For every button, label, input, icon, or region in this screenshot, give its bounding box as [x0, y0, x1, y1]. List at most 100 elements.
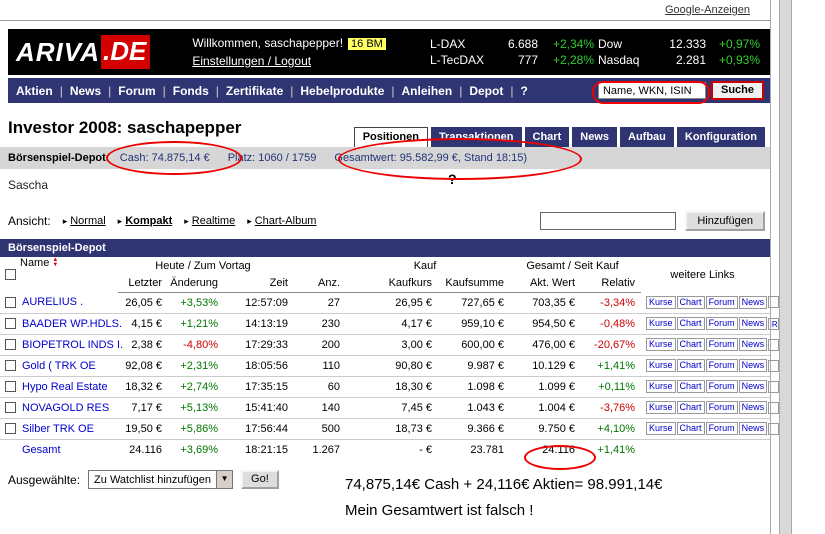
view-option-kompakt[interactable]: Kompakt	[118, 215, 172, 227]
add-button[interactable]: Hinzufügen	[685, 211, 765, 231]
add-security-input[interactable]	[540, 212, 677, 230]
row-checkbox[interactable]	[4, 381, 16, 393]
settings-link[interactable]: Einstellungen	[192, 53, 265, 68]
chart-button[interactable]: Chart	[676, 338, 705, 351]
news-button[interactable]: News	[738, 359, 768, 372]
ariva-logo[interactable]: ARIVA .DE	[16, 35, 151, 69]
rank-value[interactable]: Platz: 1060 / 1759	[227, 152, 317, 164]
extra-link-icon[interactable]	[768, 401, 780, 414]
tab-konfiguration[interactable]: Konfiguration	[676, 127, 765, 147]
forum-button[interactable]: Forum	[705, 401, 738, 414]
nav-item-anleihen[interactable]: Anleihen	[384, 84, 453, 98]
chart-button[interactable]: Chart	[676, 317, 705, 330]
index-ltecdax-link[interactable]: L-TecDAX	[430, 53, 485, 67]
nav-item-help[interactable]: ?	[503, 84, 527, 98]
security-link[interactable]: Gold ( TRK OE	[22, 359, 96, 372]
go-button[interactable]: Go!	[241, 470, 279, 489]
search-button[interactable]: Suche	[710, 81, 764, 100]
index-nasdaq-link[interactable]: Nasdaq	[598, 53, 640, 67]
kurse-button[interactable]: Kurse	[646, 380, 676, 393]
nav-item-hebelprodukte[interactable]: Hebelprodukte	[283, 84, 384, 98]
chart-button[interactable]: Chart	[676, 401, 705, 414]
news-button[interactable]: News	[738, 422, 768, 435]
column-header-relativ[interactable]: Relativ	[581, 275, 642, 293]
forum-button[interactable]: Forum	[705, 295, 738, 309]
forum-button[interactable]: Forum	[705, 317, 738, 330]
logout-link[interactable]: Logout	[264, 54, 311, 68]
chart-button[interactable]: Chart	[676, 295, 705, 309]
kurse-button[interactable]: Kurse	[646, 317, 676, 330]
row-checkbox[interactable]	[4, 360, 16, 372]
total-label[interactable]: Gesamt	[22, 443, 61, 456]
view-option-chart-album[interactable]: Chart-Album	[247, 215, 317, 227]
news-button[interactable]: News	[738, 401, 768, 414]
news-button[interactable]: News	[738, 338, 768, 351]
extra-link-icon[interactable]	[768, 380, 780, 393]
forum-button[interactable]: Forum	[705, 380, 738, 393]
kurse-button[interactable]: Kurse	[646, 359, 676, 372]
chart-button[interactable]: Chart	[676, 422, 705, 435]
extra-link-icon[interactable]	[768, 422, 780, 435]
nav-item-zertifikate[interactable]: Zertifikate	[209, 84, 283, 98]
extra-link-icon[interactable]	[768, 296, 780, 309]
security-link[interactable]: Hypo Real Estate	[22, 380, 108, 393]
watchlist-select[interactable]: Zu Watchlist hinzufügen	[88, 470, 234, 489]
column-header-zeit[interactable]: Zeit	[224, 275, 294, 293]
column-header-letzter[interactable]: Letzter	[118, 275, 168, 293]
chart-button[interactable]: Chart	[676, 359, 705, 372]
nav-item-forum[interactable]: Forum	[101, 84, 155, 98]
table-row: Gold ( TRK OE 92,08 € +2,31% 18:05:56 11…	[0, 355, 780, 377]
view-option-normal[interactable]: Normal	[63, 215, 105, 227]
security-link[interactable]: AURELIUS .	[22, 296, 84, 309]
tab-news[interactable]: News	[572, 127, 617, 147]
chart-button[interactable]: Chart	[676, 380, 705, 393]
row-checkbox[interactable]	[4, 423, 16, 435]
kurse-button[interactable]: Kurse	[646, 422, 676, 435]
nav-item-news[interactable]: News	[53, 84, 101, 98]
column-header-kaufkurs[interactable]: Kaufkurs	[346, 275, 438, 293]
tab-transaktionen[interactable]: Transaktionen	[430, 127, 522, 147]
search-input[interactable]	[597, 82, 706, 99]
kurse-button[interactable]: Kurse	[646, 338, 676, 351]
forum-button[interactable]: Forum	[705, 338, 738, 351]
ir-link-button[interactable]: IR	[768, 317, 780, 330]
security-link[interactable]: Silber TRK OE	[22, 422, 94, 435]
column-header-aenderung[interactable]: Änderung	[168, 275, 224, 293]
index-dow-link[interactable]: Dow	[598, 37, 623, 51]
row-checkbox[interactable]	[4, 318, 16, 330]
column-header-akt-wert[interactable]: Akt. Wert	[510, 275, 582, 293]
tab-chart[interactable]: Chart	[524, 127, 570, 147]
google-ads-link[interactable]: Google-Anzeigen	[664, 4, 750, 16]
column-header-name[interactable]: Name	[20, 257, 118, 292]
news-button[interactable]: News	[738, 317, 768, 330]
nav-item-depot[interactable]: Depot	[452, 84, 503, 98]
column-header-anz[interactable]: Anz.	[294, 275, 346, 293]
dropdown-arrow-icon[interactable]	[216, 471, 233, 488]
content-edge-line	[770, 0, 771, 534]
row-checkbox[interactable]	[4, 339, 16, 351]
tab-positionen[interactable]: Positionen	[353, 127, 428, 147]
sort-desc-icon[interactable]	[52, 263, 58, 268]
select-all-checkbox[interactable]	[4, 269, 16, 281]
nav-item-aktien[interactable]: Aktien	[16, 83, 53, 98]
forum-button[interactable]: Forum	[705, 422, 738, 435]
scrollbar[interactable]	[779, 0, 792, 534]
tab-aufbau[interactable]: Aufbau	[620, 127, 674, 147]
kurse-button[interactable]: Kurse	[646, 295, 676, 309]
forum-button[interactable]: Forum	[705, 359, 738, 372]
column-header-kaufsumme[interactable]: Kaufsumme	[438, 275, 511, 293]
view-option-realtime[interactable]: Realtime	[184, 215, 235, 227]
security-link[interactable]: BIOPETROL INDS I.	[22, 338, 124, 351]
extra-link-icon[interactable]	[768, 338, 780, 351]
nav-item-fonds[interactable]: Fonds	[156, 84, 209, 98]
security-link[interactable]: NOVAGOLD RES	[22, 401, 110, 414]
index-ldax-link[interactable]: L-DAX	[430, 37, 466, 51]
kurse-button[interactable]: Kurse	[646, 401, 676, 414]
news-button[interactable]: News	[738, 380, 768, 393]
extra-link-icon[interactable]	[768, 359, 780, 372]
news-button[interactable]: News	[738, 295, 768, 309]
row-checkbox[interactable]	[4, 296, 16, 308]
row-checkbox[interactable]	[4, 402, 16, 414]
security-link[interactable]: BAADER WP.HDLS.	[22, 317, 123, 330]
annotation-question-mark: ?	[448, 171, 457, 187]
